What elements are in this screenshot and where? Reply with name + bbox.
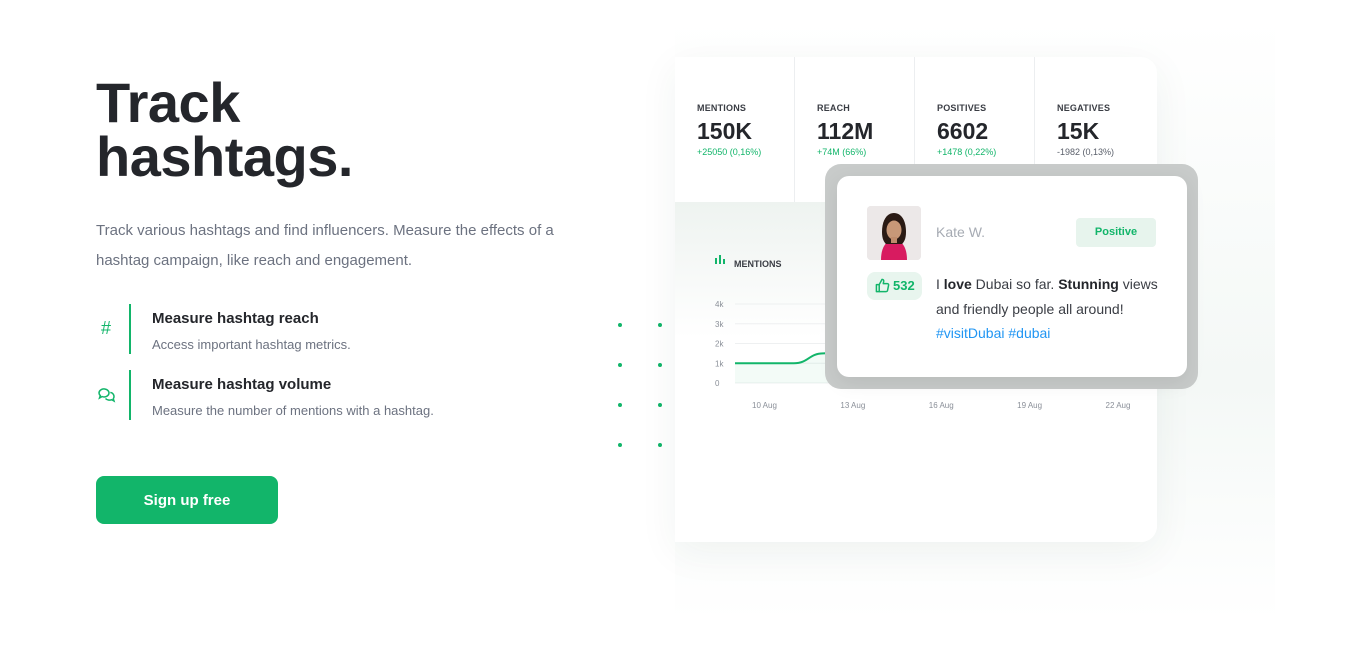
feature-title: Measure hashtag reach	[152, 310, 319, 327]
likes-count: 532	[867, 272, 922, 300]
stat-value: 112M	[817, 118, 874, 144]
review-text-segment: views and friendly people all around!	[936, 276, 1158, 317]
feature-subtitle: Measure the number of mentions with a ha…	[152, 403, 434, 418]
stat-label: MENTIONS	[697, 103, 747, 113]
reviewer-name: Kate W.	[936, 224, 986, 240]
stat-negatives: NEGATIVES 15K -1982 (0,13%)	[1035, 57, 1155, 202]
review-text: I love Dubai so far. Stunning views and …	[936, 272, 1161, 346]
review-card: Kate W. Positive 532 I love Dubai so far…	[837, 176, 1187, 377]
likes-value: 532	[893, 278, 915, 293]
bar-chart-icon	[715, 255, 725, 264]
stat-change: +74M (66%)	[817, 147, 867, 157]
x-tick-label: 10 Aug	[752, 401, 777, 410]
stat-change: +1478 (0,22%)	[937, 147, 997, 157]
stat-label: REACH	[817, 103, 851, 113]
x-tick-label: 19 Aug	[1017, 401, 1042, 410]
thumbs-up-icon	[875, 278, 890, 293]
hero-title-line2: hashtags.	[96, 125, 353, 188]
stat-label: POSITIVES	[937, 103, 987, 113]
hero-description: Track various hashtags and find influenc…	[96, 222, 554, 269]
stat-positives: POSITIVES 6602 +1478 (0,22%)	[915, 57, 1035, 202]
review-text-bold: love	[943, 276, 972, 292]
stat-mentions: MENTIONS 150K +25050 (0,16%)	[675, 57, 795, 202]
stat-change: +25050 (0,16%)	[697, 147, 762, 157]
y-tick-label: 3k	[715, 320, 724, 329]
avatar	[867, 206, 921, 260]
stat-value: 6602	[937, 118, 989, 144]
stat-value: 150K	[697, 118, 752, 144]
x-tick-label: 13 Aug	[840, 401, 865, 410]
x-tick-label: 22 Aug	[1106, 401, 1131, 410]
stat-value: 15K	[1057, 118, 1100, 144]
review-text-bold: Stunning	[1058, 276, 1119, 292]
hashtag-link-dubai[interactable]: #dubai	[1008, 325, 1051, 341]
feature-accent-bar	[129, 304, 131, 354]
stat-change: -1982 (0,13%)	[1057, 147, 1115, 157]
feature-title: Measure hashtag volume	[152, 376, 332, 393]
hero-title-line1: Track	[96, 71, 240, 134]
review-text-segment: Dubai so far.	[971, 276, 1059, 292]
chart-title: MENTIONS	[734, 259, 782, 269]
hero-title: Track hashtags.	[96, 75, 353, 185]
sentiment-badge: Positive	[1076, 218, 1156, 247]
hash-icon: #	[100, 318, 111, 338]
feature-accent-bar	[129, 370, 131, 420]
y-tick-label: 4k	[715, 300, 724, 309]
chat-bubbles-icon	[96, 384, 116, 404]
stat-reach: REACH 112M +74M (66%)	[795, 57, 915, 202]
feature-subtitle: Access important hashtag metrics.	[152, 337, 351, 352]
y-tick-label: 1k	[715, 359, 724, 368]
hashtag-link-visitdubai[interactable]: #visitDubai	[936, 325, 1005, 341]
review-text-segment: I	[936, 276, 944, 292]
y-tick-label: 2k	[715, 340, 724, 349]
stat-label: NEGATIVES	[1057, 103, 1111, 113]
x-tick-label: 16 Aug	[929, 401, 954, 410]
signup-button[interactable]: Sign up free	[96, 476, 278, 524]
stats-row: MENTIONS 150K +25050 (0,16%) REACH 112M …	[675, 57, 1157, 202]
y-tick-label: 0	[715, 379, 720, 388]
